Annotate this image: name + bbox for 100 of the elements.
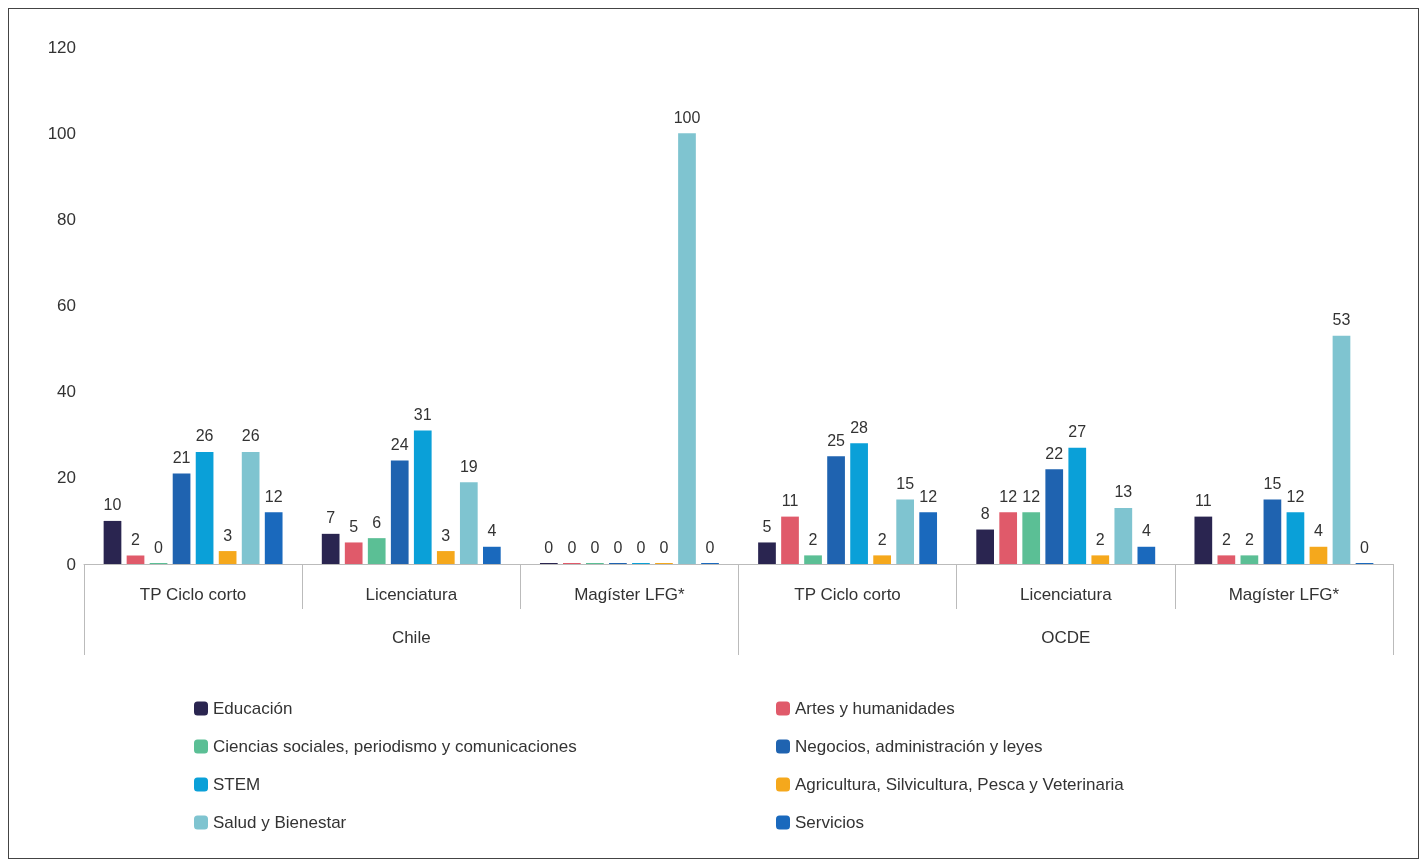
bar xyxy=(321,533,340,564)
x-tick-label: Magíster LFG* xyxy=(574,585,686,604)
bar xyxy=(1286,512,1305,564)
bar xyxy=(873,555,891,564)
data-label: 5 xyxy=(762,517,772,535)
data-label: 100 xyxy=(673,108,701,126)
y-tick-label: 80 xyxy=(57,209,76,229)
data-label: 13 xyxy=(1114,483,1133,501)
bar xyxy=(264,512,283,564)
data-label: 15 xyxy=(896,474,915,492)
data-label: 0 xyxy=(636,538,646,556)
data-label: 12 xyxy=(1022,487,1041,505)
bar xyxy=(1194,516,1213,564)
data-label: 3 xyxy=(441,526,451,544)
data-label: 24 xyxy=(390,436,409,454)
data-label: 22 xyxy=(1045,444,1064,462)
x-tick-label: TP Ciclo corto xyxy=(139,585,247,604)
data-label: 4 xyxy=(487,522,497,540)
text: OCDE xyxy=(1041,628,1091,647)
legend-label: Salud y Bienestar xyxy=(213,813,347,832)
bar xyxy=(804,555,822,564)
bar xyxy=(1137,546,1156,564)
bar xyxy=(218,551,237,564)
legend-label: Artes y humanidades xyxy=(795,699,955,718)
data-label: 26 xyxy=(195,427,214,445)
data-label: 12 xyxy=(264,487,283,505)
bar xyxy=(758,542,776,564)
bar xyxy=(1091,555,1110,564)
bar xyxy=(999,512,1018,564)
data-label: 4 xyxy=(1141,522,1151,540)
data-label: 12 xyxy=(1286,487,1305,505)
data-label: 11 xyxy=(781,492,799,510)
bar xyxy=(482,546,501,564)
bar xyxy=(459,482,478,564)
data-label: 0 xyxy=(544,538,554,556)
data-label: 0 xyxy=(590,538,600,556)
legend-label: Educación xyxy=(213,699,293,718)
bar xyxy=(413,430,432,564)
data-label: 53 xyxy=(1332,311,1351,329)
data-label: 0 xyxy=(659,538,669,556)
data-label: 0 xyxy=(613,538,623,556)
data-label: 2 xyxy=(1221,530,1231,548)
data-label: 2 xyxy=(877,530,887,548)
bar xyxy=(1068,447,1087,564)
data-label: 8 xyxy=(980,505,990,523)
data-label: 28 xyxy=(850,418,869,436)
data-label: 25 xyxy=(827,431,846,449)
data-label: 2 xyxy=(1095,530,1105,548)
bar xyxy=(436,551,455,564)
data-label: 0 xyxy=(1360,538,1370,556)
data-label: 7 xyxy=(326,509,336,527)
bar xyxy=(896,499,915,564)
data-label: 3 xyxy=(223,526,233,544)
bar xyxy=(126,555,145,564)
bar xyxy=(241,451,260,564)
legend-label: Ciencias sociales, periodismo y comunicaciones xyxy=(213,737,577,756)
legend-label: Negocios, administración y leyes xyxy=(795,737,1043,756)
bar xyxy=(1332,335,1351,564)
data-label: 0 xyxy=(705,538,715,556)
y-tick-label: 20 xyxy=(57,468,76,488)
bar xyxy=(344,542,363,564)
data-label: 15 xyxy=(1263,474,1282,492)
bar xyxy=(1045,469,1064,564)
bar xyxy=(919,512,938,564)
data-label: 2 xyxy=(1244,530,1254,548)
data-label: 26 xyxy=(241,427,260,445)
bar xyxy=(1240,555,1259,564)
x-tick-label: Licenciatura xyxy=(1019,585,1113,604)
data-label: 2 xyxy=(808,530,818,548)
data-label: 0 xyxy=(567,538,577,556)
x-tick-label: Licenciatura xyxy=(365,585,458,604)
data-label: 0 xyxy=(154,538,164,556)
bar xyxy=(367,538,386,564)
data-label: 27 xyxy=(1068,423,1087,441)
data-label: 19 xyxy=(459,457,478,475)
bar xyxy=(1217,555,1236,564)
bar xyxy=(1263,499,1282,564)
x-tick-label: TP Ciclo corto xyxy=(794,585,901,604)
y-tick-label: 100 xyxy=(47,123,76,143)
bar xyxy=(976,529,995,564)
data-label: 10 xyxy=(103,496,122,514)
bar xyxy=(1114,507,1133,564)
bar xyxy=(103,520,122,564)
bar xyxy=(1022,512,1041,564)
data-label: 21 xyxy=(172,449,191,467)
y-tick-label: 0 xyxy=(66,554,76,574)
legend-label: STEM xyxy=(213,775,261,794)
bar xyxy=(678,133,696,564)
data-label: 4 xyxy=(1314,522,1323,540)
bar xyxy=(1309,546,1328,564)
data-label: 11 xyxy=(1195,492,1212,510)
data-label: 5 xyxy=(349,517,359,535)
data-label: 12 xyxy=(919,487,938,505)
bar xyxy=(850,443,868,564)
bar xyxy=(195,451,214,564)
data-label: 31 xyxy=(413,405,432,423)
data-label: 6 xyxy=(372,513,382,531)
legend-label: Agricultura, Silvicultura, Pesca y Veterinaria xyxy=(795,775,1125,794)
data-label: 2 xyxy=(131,530,141,548)
bar xyxy=(827,456,845,564)
